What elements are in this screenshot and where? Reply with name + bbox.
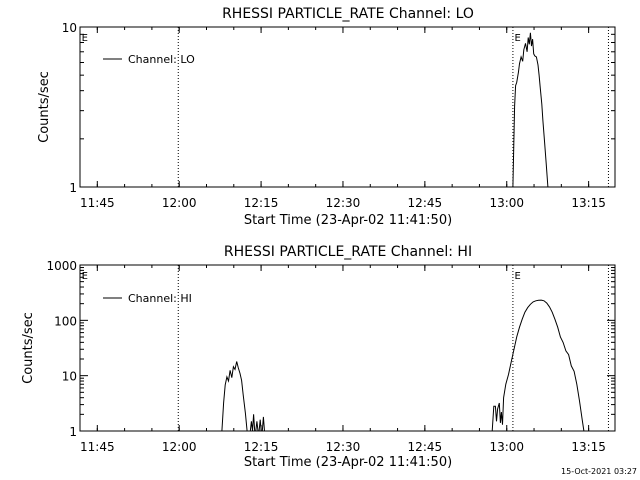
lo-x-tick-label: 12:45	[408, 196, 443, 210]
lo-x-tick-label: 12:30	[326, 196, 361, 210]
lo-x-tick-label: 13:15	[571, 196, 606, 210]
hi-x-tick-label: 12:45	[408, 440, 443, 454]
lo-y-tick-label: 10	[62, 21, 77, 35]
hi-y-tick-label: 10	[62, 370, 77, 384]
hi-legend-label: Channel: HI	[128, 292, 192, 305]
lo-x-tick-label: 12:15	[244, 196, 279, 210]
hi-series-line-0	[221, 361, 268, 432]
lo-x-axis-label: Start Time (23-Apr-02 11:41:50)	[244, 213, 452, 228]
hi-y-tick-label: 1	[69, 425, 77, 439]
hi-x-tick-label: 12:00	[162, 440, 197, 454]
lo-eclipse-lines	[177, 27, 609, 187]
hi-x-tick-label: 12:15	[244, 440, 279, 454]
hi-y-tick-label: 100	[54, 314, 77, 328]
hi-y-tick-label: 1000	[46, 259, 77, 273]
hi-x-tick-label: 13:00	[489, 440, 524, 454]
lo-series-line-0	[512, 32, 549, 188]
lo-y-axis-ticks: 1 10	[62, 21, 615, 195]
hi-y-axis-label: Counts/sec	[21, 312, 36, 384]
hi-y-axis-ticks: 1 10 100 1000	[46, 259, 615, 439]
hi-legend: Channel: HI	[103, 292, 192, 305]
hi-chart-title: RHESSI PARTICLE_RATE Channel: HI	[224, 244, 472, 260]
lo-x-tick-label: 11:45	[80, 196, 115, 210]
hi-x-axis-ticks: 11:45 12:00 12:15 12:30 12:45 13:00 13:15	[80, 265, 606, 454]
lo-y-tick-label: 1	[69, 181, 77, 195]
hi-series	[221, 299, 585, 432]
hi-plot-frame	[79, 264, 616, 432]
hi-x-tick-label: 13:15	[571, 440, 606, 454]
lo-eclipse-label-0: E	[82, 33, 88, 44]
hi-x-tick-label: 12:30	[326, 440, 361, 454]
lo-eclipse-label-1: E	[515, 33, 521, 44]
lo-x-axis-ticks: 11:45 12:00 12:15 12:30 12:45 13:00 13:15	[80, 27, 606, 210]
lo-legend: Channel: LO	[103, 53, 195, 66]
hi-eclipse-label-0: E	[82, 271, 88, 282]
hi-series-line-1	[491, 299, 585, 432]
hi-x-tick-label: 11:45	[80, 440, 115, 454]
hi-channel-panel: RHESSI PARTICLE_RATE Channel: HI Start T…	[21, 244, 616, 470]
lo-chart-title: RHESSI PARTICLE_RATE Channel: LO	[222, 6, 474, 22]
lo-channel-panel: RHESSI PARTICLE_RATE Channel: LO Start T…	[37, 6, 616, 228]
hi-x-axis-label: Start Time (23-Apr-02 11:41:50)	[244, 455, 452, 470]
lo-x-tick-label: 13:00	[489, 196, 524, 210]
hi-eclipse-label-1: E	[515, 271, 521, 282]
lo-legend-label: Channel: LO	[128, 53, 195, 66]
hi-eclipse-lines	[177, 265, 609, 431]
footer-timestamp: 15-Oct-2021 03:27	[561, 467, 637, 476]
lo-y-axis-label: Counts/sec	[37, 71, 52, 143]
lo-series	[512, 32, 549, 188]
lo-x-tick-label: 12:00	[162, 196, 197, 210]
lo-plot-frame	[79, 26, 616, 188]
